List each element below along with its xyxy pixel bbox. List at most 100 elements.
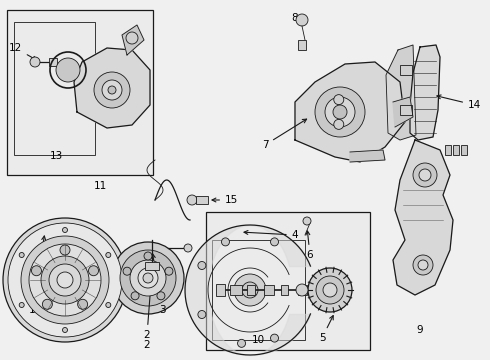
Circle shape bbox=[157, 292, 165, 300]
Circle shape bbox=[19, 252, 24, 257]
Circle shape bbox=[242, 282, 258, 298]
Polygon shape bbox=[295, 62, 405, 162]
Text: 3: 3 bbox=[151, 254, 165, 315]
Text: 4: 4 bbox=[244, 230, 298, 240]
Circle shape bbox=[138, 268, 158, 288]
Polygon shape bbox=[122, 25, 144, 55]
Circle shape bbox=[131, 292, 139, 300]
Polygon shape bbox=[393, 97, 413, 127]
Circle shape bbox=[57, 272, 73, 288]
Circle shape bbox=[143, 273, 153, 283]
Circle shape bbox=[316, 276, 344, 304]
Text: 9: 9 bbox=[416, 325, 423, 335]
Polygon shape bbox=[393, 140, 453, 295]
Bar bbox=[49, 58, 57, 66]
Bar bbox=[298, 285, 307, 295]
Circle shape bbox=[419, 169, 431, 181]
Bar bbox=[14, 22, 95, 155]
Circle shape bbox=[123, 267, 131, 275]
Text: 2: 2 bbox=[144, 340, 150, 350]
Circle shape bbox=[31, 266, 42, 276]
Circle shape bbox=[184, 244, 192, 252]
Text: 2: 2 bbox=[144, 273, 152, 340]
Text: 1: 1 bbox=[29, 236, 46, 315]
Circle shape bbox=[234, 274, 266, 306]
Circle shape bbox=[89, 266, 98, 276]
Circle shape bbox=[187, 195, 197, 205]
Bar bbox=[400, 105, 412, 115]
Circle shape bbox=[270, 334, 278, 342]
Circle shape bbox=[413, 163, 437, 187]
Circle shape bbox=[308, 268, 352, 312]
Circle shape bbox=[198, 311, 206, 319]
Circle shape bbox=[8, 223, 122, 337]
Circle shape bbox=[334, 120, 344, 129]
Circle shape bbox=[323, 283, 337, 297]
Text: 12: 12 bbox=[9, 43, 36, 60]
Bar bbox=[247, 285, 255, 295]
Circle shape bbox=[126, 32, 138, 44]
Bar bbox=[281, 285, 288, 295]
Bar bbox=[264, 285, 274, 295]
Circle shape bbox=[221, 238, 229, 246]
Circle shape bbox=[21, 236, 109, 324]
Polygon shape bbox=[350, 150, 385, 162]
Circle shape bbox=[270, 238, 278, 246]
Bar bbox=[7, 10, 153, 175]
Circle shape bbox=[165, 267, 173, 275]
Circle shape bbox=[296, 284, 308, 296]
Circle shape bbox=[63, 228, 68, 233]
Polygon shape bbox=[410, 45, 440, 140]
Circle shape bbox=[112, 242, 184, 314]
Circle shape bbox=[130, 260, 166, 296]
Circle shape bbox=[19, 302, 24, 307]
Circle shape bbox=[144, 252, 152, 260]
Circle shape bbox=[94, 72, 130, 108]
Circle shape bbox=[296, 14, 308, 26]
Text: 6: 6 bbox=[306, 231, 313, 260]
Polygon shape bbox=[74, 48, 150, 128]
Circle shape bbox=[41, 256, 89, 304]
Circle shape bbox=[106, 302, 111, 307]
Bar bbox=[206, 212, 370, 350]
Bar bbox=[400, 65, 412, 75]
Circle shape bbox=[303, 217, 311, 225]
Text: 15: 15 bbox=[212, 195, 238, 205]
Text: 8: 8 bbox=[292, 13, 301, 23]
Circle shape bbox=[60, 245, 70, 255]
Bar bbox=[461, 145, 467, 155]
Text: 7: 7 bbox=[262, 119, 307, 150]
Circle shape bbox=[29, 244, 101, 316]
Circle shape bbox=[198, 261, 206, 270]
Circle shape bbox=[30, 57, 40, 67]
Bar bbox=[216, 284, 225, 296]
Circle shape bbox=[120, 250, 176, 306]
Text: 13: 13 bbox=[49, 151, 63, 161]
Bar bbox=[298, 40, 306, 50]
Text: 14: 14 bbox=[437, 95, 481, 110]
Bar bbox=[445, 145, 451, 155]
Circle shape bbox=[413, 255, 433, 275]
Circle shape bbox=[3, 218, 127, 342]
Bar bbox=[230, 285, 242, 295]
Circle shape bbox=[108, 86, 116, 94]
Bar bbox=[196, 196, 208, 204]
Circle shape bbox=[418, 260, 428, 270]
Circle shape bbox=[42, 299, 52, 309]
Circle shape bbox=[334, 95, 344, 105]
Bar bbox=[453, 145, 459, 155]
Circle shape bbox=[63, 328, 68, 333]
Circle shape bbox=[77, 299, 88, 309]
Circle shape bbox=[49, 264, 81, 296]
Text: 10: 10 bbox=[251, 335, 265, 345]
Circle shape bbox=[315, 87, 365, 137]
Circle shape bbox=[56, 58, 80, 82]
Circle shape bbox=[102, 80, 122, 100]
Bar bbox=[212, 240, 305, 340]
Text: 11: 11 bbox=[94, 181, 107, 191]
Circle shape bbox=[333, 105, 347, 119]
Polygon shape bbox=[386, 45, 416, 140]
Text: 5: 5 bbox=[318, 316, 333, 343]
Circle shape bbox=[106, 252, 111, 257]
Circle shape bbox=[325, 97, 355, 127]
